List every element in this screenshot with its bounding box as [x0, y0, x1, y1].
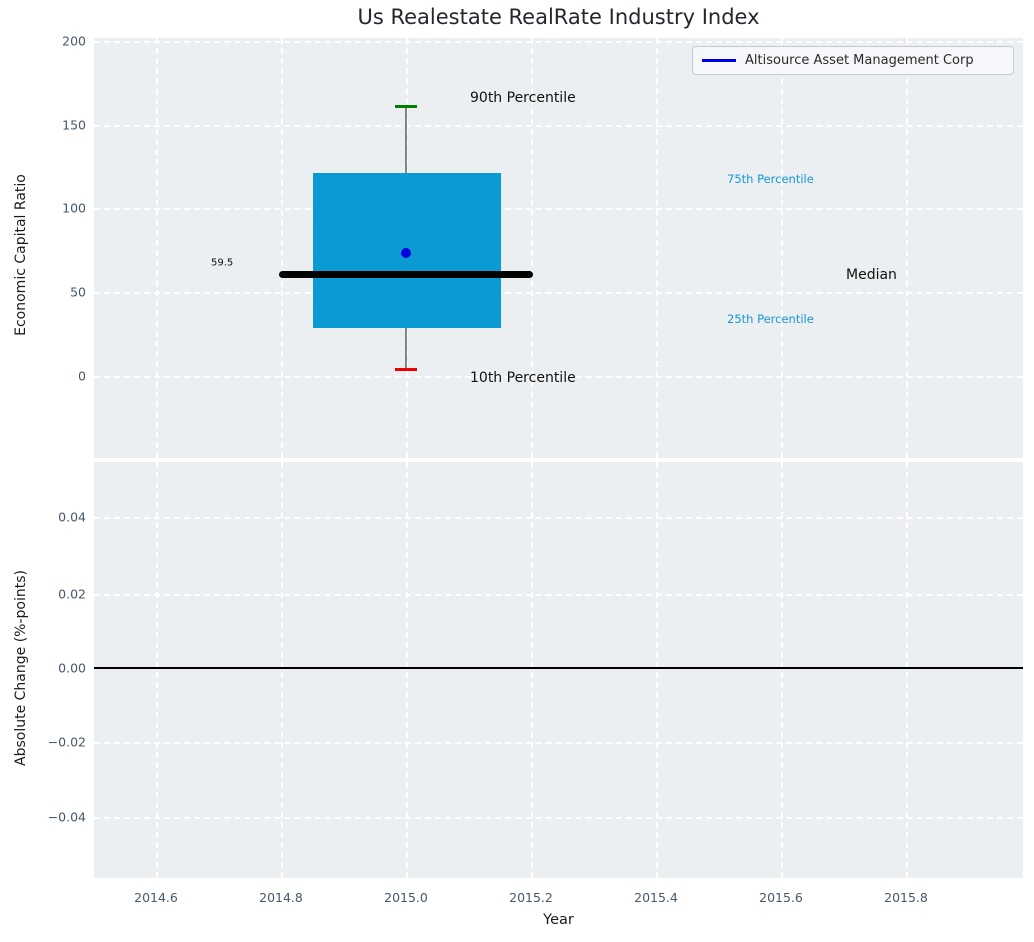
gridline-vertical: [531, 38, 533, 458]
x-axis-label: Year: [543, 912, 574, 928]
top-y-axis-label: Economic Capital Ratio: [13, 174, 29, 336]
gridline-horizontal: [94, 41, 1023, 43]
gridline-horizontal: [94, 742, 1023, 744]
ytick-label: 0: [78, 368, 86, 384]
xtick-label: 2015.8: [884, 890, 928, 905]
gridline-vertical: [656, 462, 658, 878]
zero-reference-line: [94, 667, 1023, 669]
chart-title: Us Realestate RealRate Industry Index: [357, 5, 760, 29]
gridline-vertical: [781, 462, 783, 878]
median-value-annotation: 59.5: [211, 257, 234, 269]
xtick-label: 2015.2: [509, 890, 553, 905]
ytick-label: 0.00: [58, 660, 86, 676]
ytick-label: 0.02: [58, 586, 86, 602]
ytick-label: −0.04: [47, 809, 86, 825]
top-axes: 90th Percentile 10th Percentile 75th Per…: [94, 38, 1023, 458]
gridline-vertical: [406, 462, 408, 878]
gridline-vertical: [906, 38, 908, 458]
legend: Altisource Asset Management Corp: [692, 46, 1014, 75]
xtick-label: 2014.6: [134, 890, 178, 905]
gridline-vertical: [281, 462, 283, 878]
gridline-horizontal: [94, 125, 1023, 127]
ytick-label: 50: [70, 284, 86, 300]
bottom-axes: [94, 462, 1023, 878]
p10-cap: [395, 368, 417, 371]
ytick-label: −0.02: [47, 734, 86, 750]
gridline-vertical: [906, 462, 908, 878]
gridline-horizontal: [94, 517, 1023, 519]
ytick-label: 150: [62, 117, 86, 133]
ytick-label: 0.04: [58, 509, 86, 525]
company-data-point: [401, 248, 411, 258]
ytick-label: 100: [62, 200, 86, 216]
gridline-horizontal: [94, 376, 1023, 378]
xtick-label: 2014.8: [259, 890, 303, 905]
gridline-vertical: [156, 462, 158, 878]
gridline-horizontal: [94, 208, 1023, 210]
gridline-vertical: [781, 38, 783, 458]
gridline-vertical: [531, 462, 533, 878]
gridline-vertical: [156, 38, 158, 458]
gridline-vertical: [656, 38, 658, 458]
gridline-vertical: [281, 38, 283, 458]
median-line: [279, 271, 533, 278]
ytick-label: 200: [62, 33, 86, 49]
median-annotation: Median: [846, 267, 897, 283]
p75-annotation: 75th Percentile: [727, 172, 814, 186]
xtick-label: 2015.4: [634, 890, 678, 905]
legend-label: Altisource Asset Management Corp: [745, 53, 974, 68]
legend-line-sample: [702, 59, 736, 62]
p10-annotation: 10th Percentile: [470, 370, 576, 386]
gridline-horizontal: [94, 817, 1023, 819]
p90-cap: [395, 105, 417, 108]
gridline-horizontal: [94, 594, 1023, 596]
xtick-label: 2015.6: [759, 890, 803, 905]
xtick-label: 2015.0: [384, 890, 428, 905]
p90-annotation: 90th Percentile: [470, 90, 576, 106]
gridline-horizontal: [94, 292, 1023, 294]
p25-annotation: 25th Percentile: [727, 312, 814, 326]
bottom-y-axis-label: Absolute Change (%-points): [13, 570, 29, 766]
